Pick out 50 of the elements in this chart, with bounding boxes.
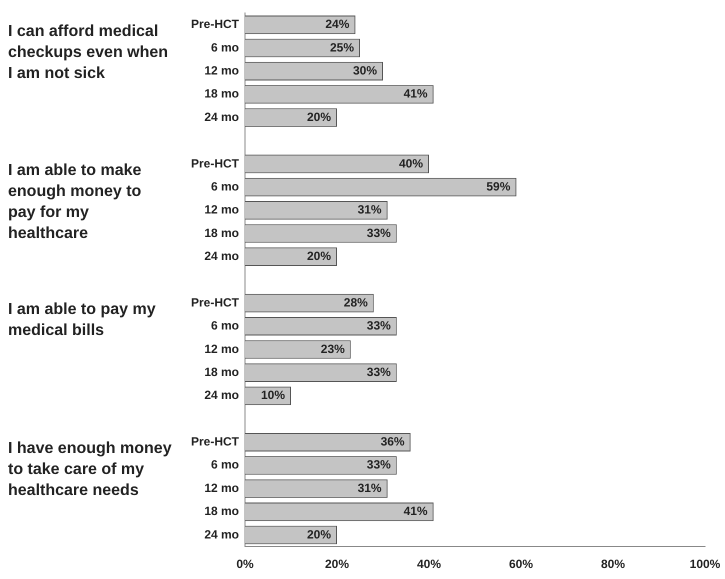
data-label: 24% [325,17,350,32]
y-tick-label: 12 mo [204,202,240,217]
y-tick-label: Pre-HCT [190,295,240,310]
y-tick-label: 18 mo [204,504,240,518]
x-tick-label: 40% [416,557,442,572]
x-tick-label: 60% [508,557,534,572]
data-label: 59% [486,179,511,194]
data-label: 30% [352,63,378,78]
y-tick-label: 24 mo [204,388,240,402]
data-label: 41% [404,504,428,518]
y-tick-label: Pre-HCT [190,156,240,170]
data-label: 23% [320,342,346,356]
y-tick-label: 12 mo [204,342,240,356]
data-label: 25% [330,40,354,54]
text: I am able to make enough money to pay for my healthcare [8,160,142,244]
data-label: 20% [306,110,332,124]
y-tick-label: Pre-HCT [190,17,240,32]
x-tick-label: 20% [324,557,350,572]
data-label: 28% [344,295,368,310]
data-label: 31% [358,480,382,495]
data-label: 36% [380,434,405,449]
x-tick-label: 100% [690,557,721,572]
data-label: 40% [398,156,424,170]
y-tick-label: 6 mo [210,318,240,333]
y-tick-label: 18 mo [204,86,240,101]
y-tick-label: Pre-HCT [190,434,240,449]
y-tick-label: 6 mo [210,458,240,472]
text: I can afford medical checkups even when I am not sick [8,22,170,84]
y-tick-label: 6 mo [210,179,240,194]
data-label: 33% [366,458,392,472]
y-tick-label: 12 mo [204,63,240,78]
data-label: 33% [366,226,392,240]
data-label: 10% [260,388,286,402]
data-label: 33% [366,364,392,379]
x-tick-label: 80% [600,557,626,572]
y-tick-label: 24 mo [204,110,240,124]
y-tick-label: 12 mo [204,480,240,495]
data-label: 20% [306,527,332,542]
text: I have enough money to take care of my healthcare needs [8,439,173,502]
data-label: 41% [404,86,428,101]
data-label: 31% [358,202,382,217]
data-label: 33% [366,318,392,333]
x-tick-label: 0% [236,557,254,572]
text: I am able to pay my medical bills [8,300,157,342]
y-tick-label: 24 mo [204,249,240,264]
y-tick-label: 6 mo [210,40,240,54]
y-tick-label: 24 mo [204,527,240,542]
y-tick-label: 18 mo [204,226,240,240]
data-label: 20% [306,249,332,264]
y-tick-label: 18 mo [204,364,240,379]
